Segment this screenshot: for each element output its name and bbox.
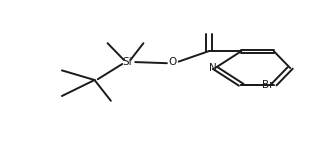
Text: Si: Si [122,57,132,67]
Text: O: O [169,57,177,67]
Text: Br: Br [262,80,274,90]
Text: N: N [209,63,216,73]
